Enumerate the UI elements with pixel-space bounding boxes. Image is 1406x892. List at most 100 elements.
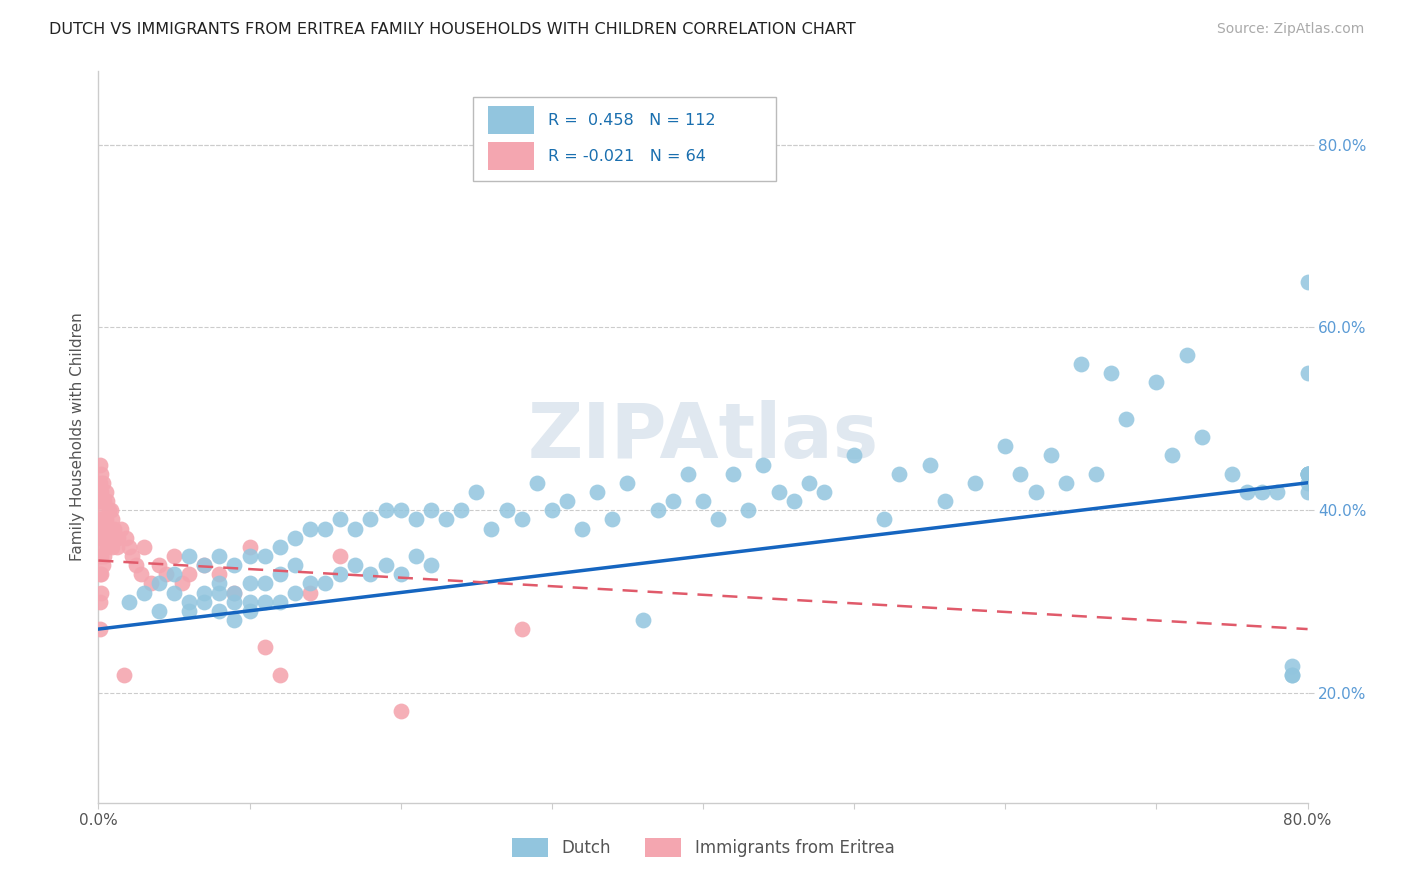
- Text: R = -0.021   N = 64: R = -0.021 N = 64: [548, 150, 706, 164]
- Point: [224, 594, 246, 608]
- Point: [208, 604, 231, 618]
- Point: [1099, 366, 1122, 380]
- Point: [91, 521, 114, 535]
- Point: [89, 567, 111, 582]
- Point: [602, 512, 624, 526]
- Point: [90, 567, 112, 582]
- Point: [163, 549, 186, 563]
- Point: [797, 475, 820, 490]
- Point: [193, 585, 215, 599]
- Point: [526, 475, 548, 490]
- Point: [1220, 467, 1243, 481]
- Point: [163, 585, 186, 599]
- Point: [94, 512, 117, 526]
- Point: [1024, 485, 1046, 500]
- Point: [1296, 467, 1319, 481]
- Point: [224, 585, 246, 599]
- Point: [101, 512, 124, 526]
- Point: [510, 512, 533, 526]
- Point: [723, 467, 745, 481]
- Point: [107, 531, 129, 545]
- Point: [420, 503, 443, 517]
- Point: [1144, 375, 1167, 389]
- Point: [155, 567, 177, 582]
- Point: [965, 475, 987, 490]
- Point: [208, 567, 231, 582]
- Point: [1281, 667, 1303, 681]
- Point: [96, 494, 118, 508]
- Point: [1236, 485, 1258, 500]
- Point: [752, 458, 775, 472]
- Point: [224, 613, 246, 627]
- Point: [114, 531, 136, 545]
- Point: [284, 558, 307, 573]
- Point: [91, 558, 114, 573]
- Point: [104, 531, 127, 545]
- Point: [571, 521, 593, 535]
- Point: [253, 594, 276, 608]
- Point: [374, 503, 396, 517]
- Point: [450, 503, 472, 517]
- Point: [299, 585, 322, 599]
- Point: [692, 494, 714, 508]
- Point: [329, 512, 352, 526]
- Point: [89, 494, 111, 508]
- Point: [253, 576, 276, 591]
- Point: [170, 576, 193, 591]
- Point: [89, 458, 111, 472]
- Text: DUTCH VS IMMIGRANTS FROM ERITREA FAMILY HOUSEHOLDS WITH CHILDREN CORRELATION CHA: DUTCH VS IMMIGRANTS FROM ERITREA FAMILY …: [49, 22, 856, 37]
- Point: [1160, 448, 1182, 462]
- Point: [193, 558, 215, 573]
- Point: [1175, 348, 1198, 362]
- Point: [90, 549, 112, 563]
- Point: [105, 540, 128, 554]
- Point: [89, 549, 111, 563]
- Point: [616, 475, 638, 490]
- Point: [1085, 467, 1108, 481]
- Point: [239, 540, 262, 554]
- Point: [148, 558, 170, 573]
- Point: [1296, 366, 1319, 380]
- Point: [141, 576, 163, 591]
- Point: [96, 521, 118, 535]
- Point: [129, 567, 152, 582]
- Point: [1010, 467, 1032, 481]
- Point: [269, 567, 291, 582]
- Point: [481, 521, 503, 535]
- Point: [90, 585, 112, 599]
- Point: [163, 567, 186, 582]
- Point: [1296, 275, 1319, 289]
- Point: [93, 549, 115, 563]
- Point: [208, 576, 231, 591]
- Point: [179, 549, 201, 563]
- Bar: [488, 106, 534, 134]
- Point: [269, 594, 291, 608]
- Point: [96, 540, 118, 554]
- Point: [118, 594, 141, 608]
- Point: [360, 567, 382, 582]
- Y-axis label: Family Households with Children: Family Households with Children: [69, 313, 84, 561]
- Point: [918, 458, 941, 472]
- Point: [889, 467, 911, 481]
- Point: [344, 558, 367, 573]
- Text: ZIPAtlas: ZIPAtlas: [527, 401, 879, 474]
- Point: [121, 549, 143, 563]
- Point: [253, 549, 276, 563]
- Point: [148, 604, 170, 618]
- Point: [1115, 412, 1137, 426]
- Point: [510, 622, 533, 636]
- Point: [89, 521, 111, 535]
- Point: [844, 448, 866, 462]
- Legend: Dutch, Immigrants from Eritrea: Dutch, Immigrants from Eritrea: [505, 831, 901, 864]
- Point: [208, 549, 231, 563]
- Point: [89, 475, 111, 490]
- Point: [360, 512, 382, 526]
- Point: [1039, 448, 1062, 462]
- Point: [239, 576, 262, 591]
- Point: [1070, 357, 1092, 371]
- Point: [284, 585, 307, 599]
- Point: [813, 485, 835, 500]
- Point: [93, 494, 115, 508]
- Point: [132, 540, 155, 554]
- Point: [707, 512, 730, 526]
